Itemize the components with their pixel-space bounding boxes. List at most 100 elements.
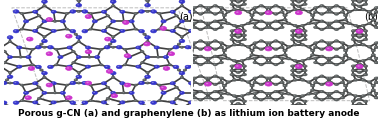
Circle shape (51, 101, 56, 104)
Circle shape (101, 10, 107, 13)
Circle shape (189, 10, 194, 13)
Circle shape (277, 82, 279, 83)
Circle shape (173, 9, 174, 10)
Circle shape (241, 95, 242, 96)
Circle shape (76, 36, 82, 39)
Circle shape (87, 51, 89, 52)
Circle shape (297, 36, 299, 37)
Circle shape (112, 20, 113, 21)
Circle shape (233, 95, 235, 96)
Circle shape (264, 56, 269, 59)
Circle shape (4, 62, 5, 63)
Circle shape (166, 81, 168, 82)
Circle shape (190, 85, 192, 86)
Circle shape (328, 7, 333, 9)
Circle shape (244, 26, 246, 27)
Circle shape (153, 84, 155, 85)
Circle shape (301, 79, 305, 81)
Circle shape (303, 104, 307, 107)
Circle shape (274, 13, 276, 14)
Circle shape (344, 54, 348, 56)
Circle shape (179, 71, 185, 75)
Circle shape (242, 73, 246, 76)
Circle shape (287, 81, 291, 83)
Circle shape (375, 46, 376, 47)
Circle shape (174, 66, 176, 67)
Circle shape (186, 81, 188, 82)
Circle shape (40, 69, 43, 71)
Circle shape (226, 100, 230, 102)
Circle shape (297, 41, 299, 42)
Circle shape (284, 15, 285, 16)
Circle shape (190, 54, 192, 55)
Circle shape (227, 93, 228, 94)
Circle shape (13, 101, 19, 104)
Circle shape (281, 97, 282, 98)
Circle shape (8, 108, 10, 109)
Circle shape (310, 54, 315, 56)
Circle shape (166, 93, 168, 94)
Circle shape (341, 112, 345, 115)
Circle shape (353, 24, 358, 27)
Circle shape (250, 120, 254, 122)
Circle shape (9, 41, 10, 42)
Circle shape (219, 101, 225, 104)
Circle shape (206, 118, 208, 119)
Circle shape (70, 29, 76, 33)
Circle shape (233, 25, 235, 26)
Circle shape (318, 36, 321, 38)
Circle shape (375, 93, 376, 94)
Circle shape (192, 11, 197, 13)
Circle shape (268, 22, 272, 25)
Circle shape (297, 102, 301, 105)
Circle shape (220, 113, 222, 114)
Circle shape (294, 25, 295, 26)
Circle shape (274, 20, 276, 21)
Circle shape (219, 29, 225, 33)
Circle shape (77, 112, 81, 114)
Circle shape (289, 30, 291, 31)
Circle shape (120, 29, 125, 33)
Circle shape (111, 20, 116, 23)
Circle shape (18, 47, 20, 48)
Circle shape (329, 42, 331, 43)
Circle shape (206, 47, 208, 48)
Circle shape (328, 77, 333, 80)
Circle shape (297, 111, 301, 113)
Circle shape (310, 45, 316, 49)
Circle shape (334, 40, 339, 42)
Circle shape (226, 93, 230, 95)
Circle shape (347, 10, 352, 13)
Circle shape (158, 28, 161, 30)
Circle shape (66, 100, 67, 101)
Circle shape (278, 61, 282, 64)
Circle shape (347, 81, 352, 83)
Circle shape (43, 36, 45, 37)
Circle shape (85, 81, 91, 85)
Circle shape (219, 7, 223, 9)
Circle shape (310, 85, 315, 87)
Circle shape (237, 28, 239, 29)
Circle shape (112, 36, 115, 38)
Circle shape (328, 22, 333, 25)
Circle shape (250, 124, 254, 126)
Circle shape (243, 66, 245, 67)
Circle shape (307, 93, 311, 95)
Circle shape (76, 107, 82, 111)
Circle shape (204, 117, 210, 121)
Circle shape (185, 45, 191, 49)
Circle shape (321, 84, 322, 85)
Circle shape (147, 77, 149, 78)
Circle shape (210, 122, 211, 123)
Circle shape (180, 1, 182, 2)
Circle shape (341, 13, 342, 14)
Circle shape (279, 62, 280, 63)
Circle shape (176, 76, 178, 77)
Circle shape (341, 46, 343, 47)
Circle shape (280, 116, 284, 119)
Circle shape (254, 117, 255, 118)
Circle shape (363, 100, 368, 103)
Circle shape (226, 12, 230, 15)
Circle shape (341, 58, 343, 59)
Circle shape (297, 75, 301, 78)
